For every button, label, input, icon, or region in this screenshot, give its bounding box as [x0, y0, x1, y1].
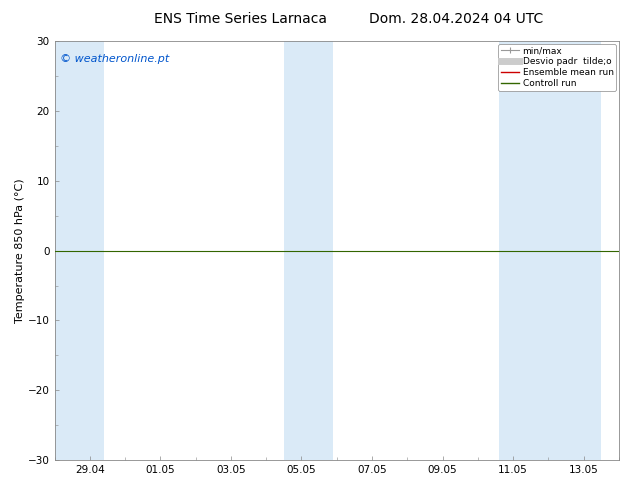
Bar	[284, 41, 333, 460]
Y-axis label: Temperature 850 hPa (°C): Temperature 850 hPa (°C)	[15, 178, 25, 323]
Text: Dom. 28.04.2024 04 UTC: Dom. 28.04.2024 04 UTC	[370, 12, 543, 26]
Bar	[499, 41, 602, 460]
Legend: min/max, Desvio padr  tilde;o, Ensemble mean run, Controll run: min/max, Desvio padr tilde;o, Ensemble m…	[498, 44, 616, 91]
Bar	[55, 41, 104, 460]
Text: ENS Time Series Larnaca: ENS Time Series Larnaca	[155, 12, 327, 26]
Text: © weatheronline.pt: © weatheronline.pt	[60, 53, 169, 64]
